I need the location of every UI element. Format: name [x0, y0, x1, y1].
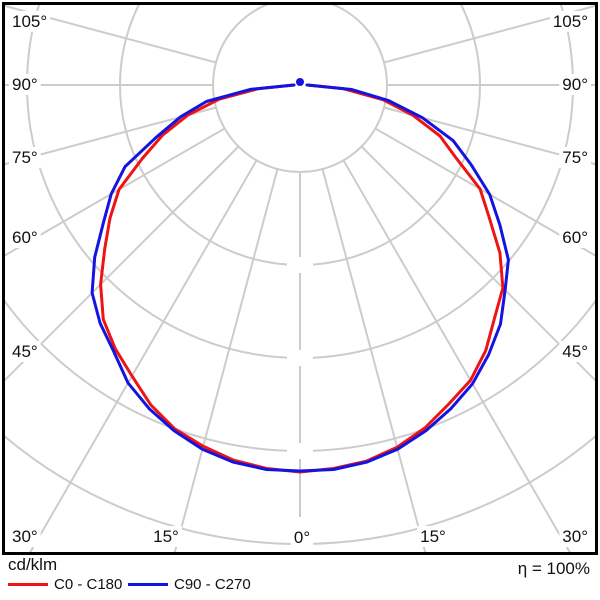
angle-label: 60°	[562, 228, 588, 247]
efficiency-label: η = 100%	[517, 559, 590, 578]
angle-label: 105°	[553, 12, 588, 31]
legend-item-c0-c180: C0 - C180	[8, 575, 122, 593]
angle-label: 75°	[562, 148, 588, 167]
angle-label: 15°	[420, 527, 446, 546]
legend-swatch-c90-c270	[128, 582, 168, 586]
grid-ray	[173, 168, 279, 552]
angle-label-bg	[549, 11, 591, 32]
axis-gap	[287, 257, 313, 273]
angle-label-bg	[559, 147, 591, 168]
angle-label-bg	[9, 11, 51, 32]
distribution-curves	[90, 78, 510, 474]
angle-label: 30°	[562, 527, 588, 546]
legend-label-c90-c270: C90 - C270	[174, 575, 251, 593]
chart-footer: cd/klm C0 - C180 C90 - C270 η = 100%	[0, 553, 600, 600]
grid-ray	[5, 106, 217, 166]
origin-marker	[296, 78, 304, 86]
angle-label: 30°	[12, 527, 38, 546]
angle-label-bg	[559, 341, 591, 362]
legend: C0 - C180 C90 - C270	[8, 575, 568, 593]
grid-ray	[383, 5, 595, 64]
angle-label-bg	[9, 341, 41, 362]
angle-label: 75°	[12, 148, 38, 167]
angle-label: 15°	[153, 527, 179, 546]
axis-gap	[287, 350, 313, 366]
angle-label-bg	[290, 527, 314, 548]
grid-ray	[374, 127, 595, 257]
chart-border	[2, 2, 598, 555]
grid-ray	[5, 145, 240, 382]
angle-label-bg	[559, 74, 591, 95]
angle-label-bg	[150, 526, 182, 547]
angle-label-bg	[9, 147, 41, 168]
curve-c90-c270	[90, 83, 510, 473]
axis-gap	[287, 443, 313, 459]
grid-ray	[5, 127, 226, 257]
angle-label: 90°	[12, 75, 38, 94]
grid-ray	[5, 5, 217, 64]
legend-item-c90-c270: C90 - C270	[128, 575, 251, 593]
angle-label-bg	[9, 227, 41, 248]
legend-swatch-c0-c180	[8, 582, 48, 586]
angle-label-bg	[9, 74, 41, 95]
angle-labels: 105° 90° 75° 60° 45° 30° 105° 90° 75° 60° 45° 30° 15…	[9, 11, 591, 548]
angle-label: 45°	[12, 342, 38, 361]
angle-label-bg	[9, 526, 41, 547]
legend-label-c0-c180: C0 - C180	[54, 575, 123, 593]
grid-ray	[360, 145, 595, 382]
angle-label: 45°	[562, 342, 588, 361]
angle-label: 0°	[294, 528, 310, 547]
grid-ray	[383, 106, 595, 166]
grid-ray	[29, 159, 258, 552]
radial-unit-label: cd/klm	[8, 555, 58, 574]
angle-label: 90°	[562, 75, 588, 94]
angle-label: 105°	[12, 12, 47, 31]
angle-label-bg	[417, 526, 449, 547]
angle-label: 60°	[12, 228, 38, 247]
angle-label-bg	[559, 227, 591, 248]
grid-ray	[321, 168, 427, 552]
angle-label-bg	[559, 526, 591, 547]
grid-ray	[342, 159, 571, 552]
